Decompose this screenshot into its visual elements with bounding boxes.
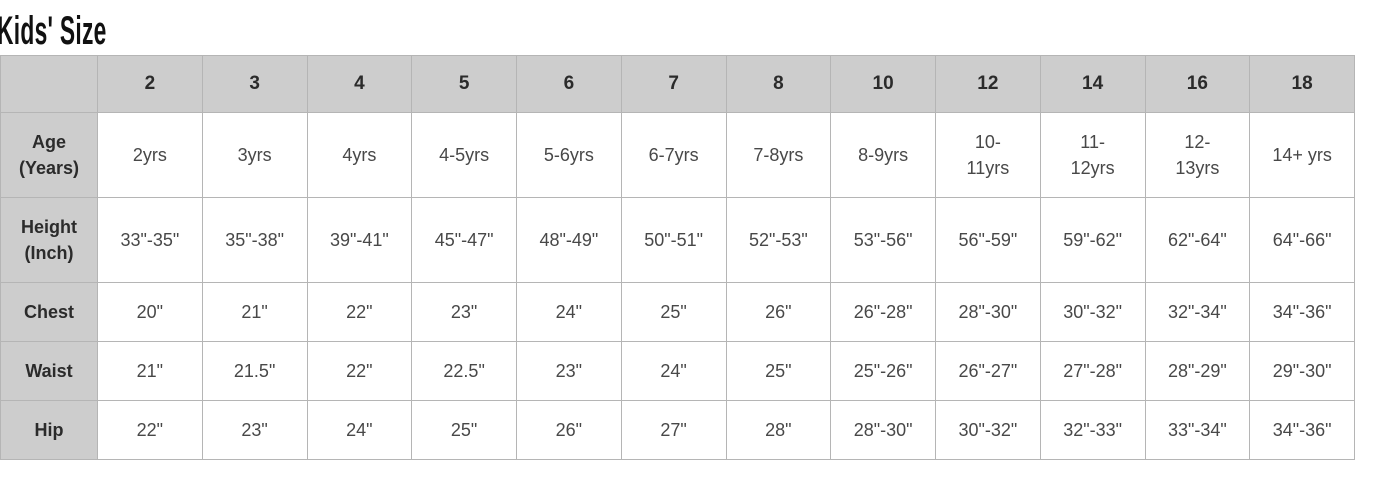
column-header-size-8: 8	[725, 55, 832, 113]
value-cell: 23"	[516, 341, 622, 401]
row-label: Height (Inch)	[0, 197, 98, 283]
column-header-size-3: 3	[201, 55, 308, 113]
table-row: Chest 20" 21" 22" 23" 24" 25" 26" 26"-28" 28"-30"…	[0, 282, 1355, 342]
value-cell: 33"-35"	[97, 197, 203, 283]
value-cell: 21"	[97, 341, 203, 401]
table-row: Waist 21" 21.5" 22" 22.5" 23" 24" 25" 25"-26" 26"…	[0, 341, 1355, 401]
value-cell: 28"-30"	[830, 400, 936, 460]
value-cell: 25"-26"	[830, 341, 936, 401]
value-cell: 24"	[516, 282, 622, 342]
column-header-size-12: 12	[935, 55, 1041, 113]
value-cell: 21.5"	[201, 341, 308, 401]
value-cell: 27"	[620, 400, 727, 460]
value-cell: 4-5yrs	[411, 112, 517, 198]
table-row: Hip 22" 23" 24" 25" 26" 27" 28" 28"-30" 30"-32" 32…	[0, 400, 1355, 460]
value-cell: 6-7yrs	[620, 112, 727, 198]
value-cell: 52"-53"	[725, 197, 832, 283]
value-cell: 26"	[516, 400, 622, 460]
value-cell: 39"-41"	[306, 197, 413, 283]
row-label: Waist	[0, 341, 98, 401]
value-cell: 21"	[201, 282, 308, 342]
value-cell: 24"	[620, 341, 727, 401]
value-cell: 45"-47"	[411, 197, 517, 283]
value-cell: 62"-64"	[1144, 197, 1251, 283]
column-header-size-14: 14	[1039, 55, 1146, 113]
value-cell: 25"	[411, 400, 517, 460]
value-cell: 22"	[306, 282, 413, 342]
size-chart-table: 2 3 4 5 6 7 8 10 12 14 16 18 Age (Years) 2yrs 3yrs 4yr…	[0, 55, 1355, 460]
value-cell: 23"	[411, 282, 517, 342]
column-header-size-10: 10	[830, 55, 936, 113]
value-cell: 64"-66"	[1249, 197, 1355, 283]
table-row: Height (Inch) 33"-35" 35"-38" 39"-41" 45"-47…	[0, 197, 1355, 283]
value-cell: 2yrs	[97, 112, 203, 198]
value-cell: 4yrs	[306, 112, 413, 198]
column-header-size-7: 7	[620, 55, 727, 113]
column-header-size-2: 2	[97, 55, 203, 113]
value-cell: 10-11yrs	[935, 112, 1041, 198]
value-cell: 12-13yrs	[1144, 112, 1251, 198]
value-cell: 22.5"	[411, 341, 517, 401]
value-cell: 33"-34"	[1144, 400, 1251, 460]
column-header-size-4: 4	[306, 55, 413, 113]
value-cell: 34"-36"	[1249, 282, 1355, 342]
size-chart-body: Age (Years) 2yrs 3yrs 4yrs 4-5yrs 5-6yrs 6-7yr…	[0, 112, 1355, 460]
value-cell: 26"	[725, 282, 832, 342]
page-title: Kids' Size	[0, 11, 189, 51]
column-header-row: 2 3 4 5 6 7 8 10 12 14 16 18	[0, 55, 1355, 113]
value-cell: 29"-30"	[1249, 341, 1355, 401]
value-cell: 25"	[620, 282, 727, 342]
column-header-size-18: 18	[1249, 55, 1355, 113]
value-cell: 22"	[306, 341, 413, 401]
row-label: Hip	[0, 400, 98, 460]
value-cell: 3yrs	[201, 112, 308, 198]
value-cell: 59"-62"	[1039, 197, 1146, 283]
corner-cell	[0, 55, 98, 113]
value-cell: 5-6yrs	[516, 112, 622, 198]
value-cell: 34"-36"	[1249, 400, 1355, 460]
size-chart-header: 2 3 4 5 6 7 8 10 12 14 16 18	[0, 55, 1355, 113]
value-cell: 28"-30"	[935, 282, 1041, 342]
page-title-text: Kids' Size	[0, 9, 107, 53]
value-cell: 25"	[725, 341, 832, 401]
value-cell: 30"-32"	[935, 400, 1041, 460]
value-cell: 26"-27"	[935, 341, 1041, 401]
value-cell: 26"-28"	[830, 282, 936, 342]
value-cell: 32"-33"	[1039, 400, 1146, 460]
value-cell: 14+ yrs	[1249, 112, 1355, 198]
value-cell: 23"	[201, 400, 308, 460]
value-cell: 48"-49"	[516, 197, 622, 283]
value-cell: 30"-32"	[1039, 282, 1146, 342]
column-header-size-16: 16	[1144, 55, 1251, 113]
value-cell: 22"	[97, 400, 203, 460]
table-row: Age (Years) 2yrs 3yrs 4yrs 4-5yrs 5-6yrs 6-7yr…	[0, 112, 1355, 198]
column-header-size-5: 5	[411, 55, 517, 113]
value-cell: 56"-59"	[935, 197, 1041, 283]
value-cell: 7-8yrs	[725, 112, 832, 198]
value-cell: 28"	[725, 400, 832, 460]
value-cell: 8-9yrs	[830, 112, 936, 198]
row-label: Chest	[0, 282, 98, 342]
column-header-size-6: 6	[516, 55, 622, 113]
value-cell: 53"-56"	[830, 197, 936, 283]
value-cell: 20"	[97, 282, 203, 342]
value-cell: 50"-51"	[620, 197, 727, 283]
value-cell: 32"-34"	[1144, 282, 1251, 342]
value-cell: 24"	[306, 400, 413, 460]
row-label: Age (Years)	[0, 112, 98, 198]
value-cell: 11-12yrs	[1039, 112, 1146, 198]
value-cell: 27"-28"	[1039, 341, 1146, 401]
value-cell: 28"-29"	[1144, 341, 1251, 401]
value-cell: 35"-38"	[201, 197, 308, 283]
